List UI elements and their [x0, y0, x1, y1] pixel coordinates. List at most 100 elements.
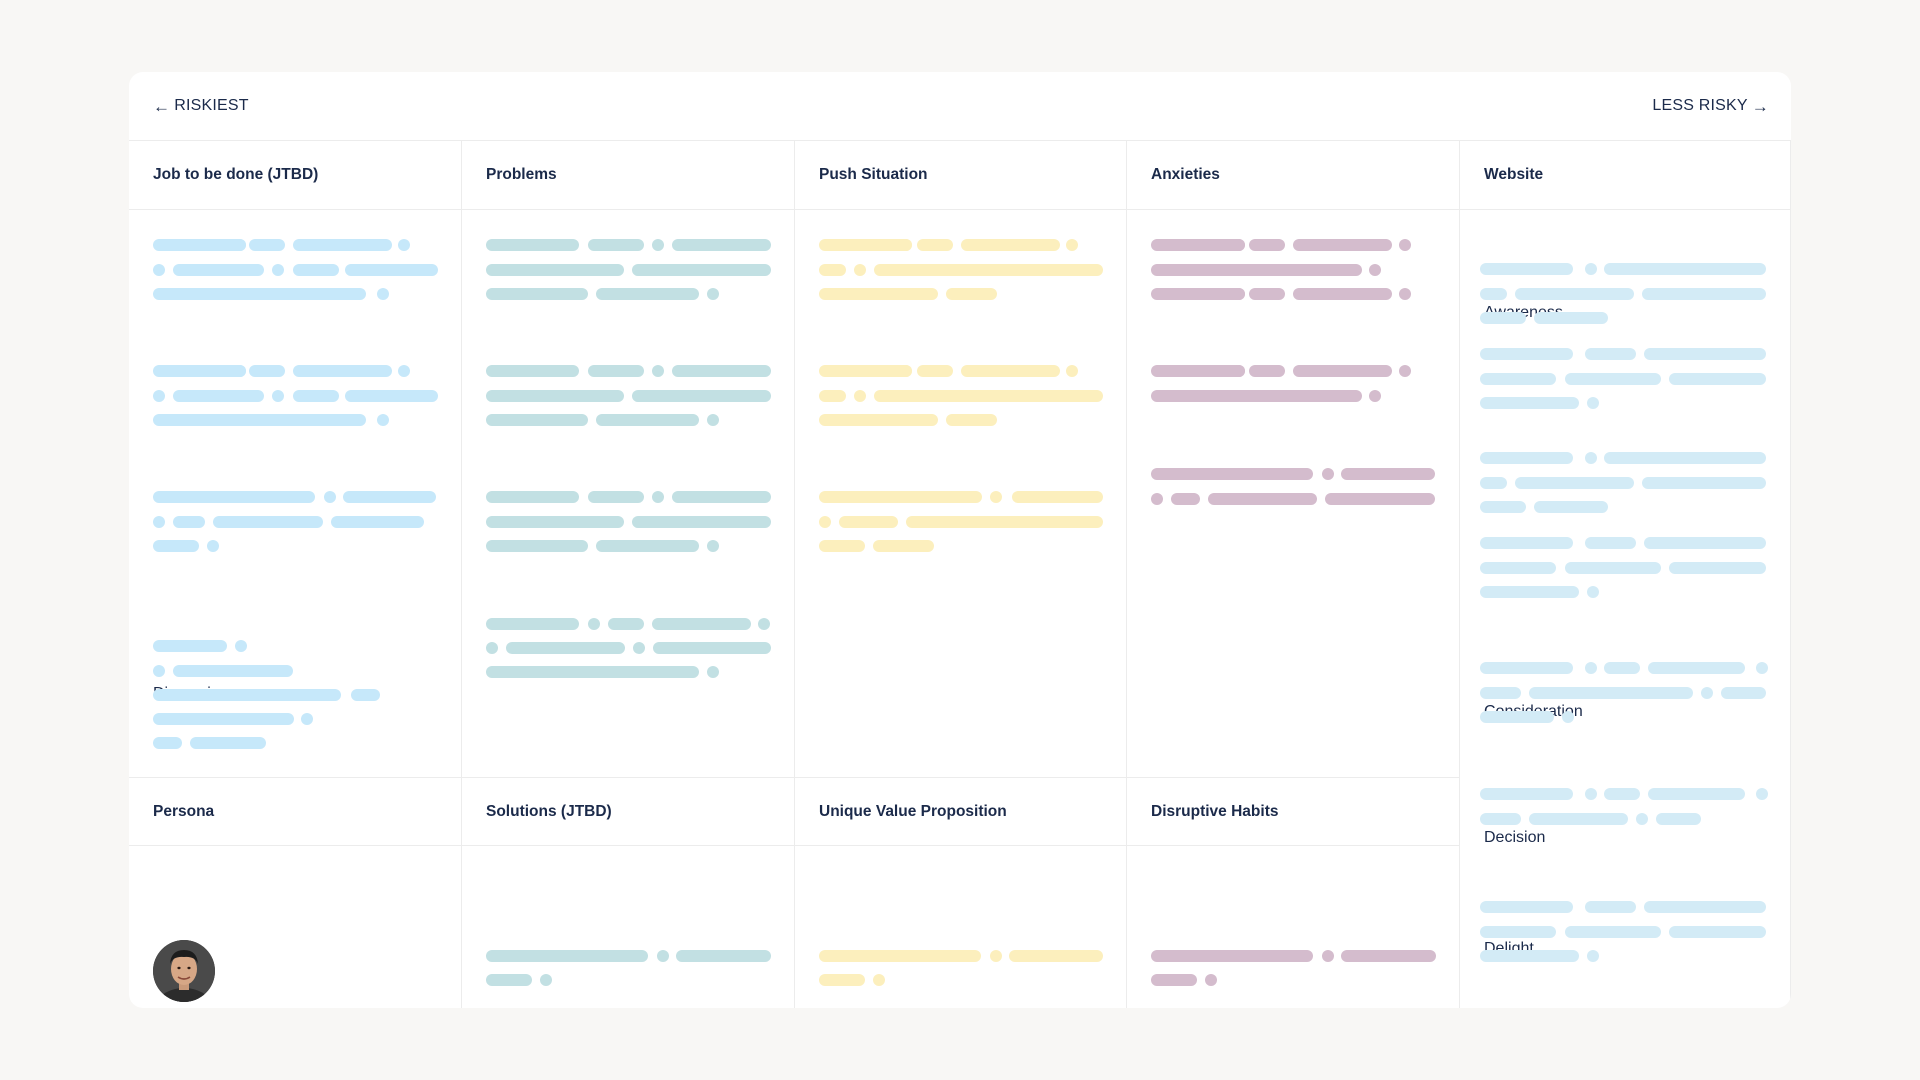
placeholder-line: [1604, 788, 1640, 800]
placeholder-line: [1515, 477, 1634, 489]
placeholder-line: [632, 516, 771, 528]
placeholder-line: [1249, 239, 1285, 251]
placeholder-dot: [1233, 288, 1245, 300]
placeholder-dot: [1587, 586, 1599, 598]
placeholder-dot: [1151, 493, 1163, 505]
website-placeholder-lines: [1460, 141, 1790, 1008]
placeholder-line: [1669, 926, 1766, 938]
placeholder-line: [1644, 537, 1766, 549]
placeholder-line: [486, 365, 579, 377]
problems-placeholder-lines: [462, 141, 794, 1008]
less-risky-link[interactable]: LESS RISKY →: [1652, 97, 1769, 115]
placeholder-line: [1208, 493, 1317, 505]
placeholder-line: [819, 365, 912, 377]
placeholder-line: [961, 365, 1060, 377]
persona-title: Persona: [153, 803, 215, 820]
placeholder-line: [1648, 788, 1745, 800]
placeholder-line: [596, 540, 699, 552]
placeholder-dot: [153, 390, 165, 402]
jtbd-placeholder-lines: [129, 141, 461, 1008]
persona-avatar[interactable]: [153, 940, 215, 1002]
placeholder-line: [173, 516, 205, 528]
placeholder-line: [874, 390, 1103, 402]
placeholder-line: [153, 239, 246, 251]
placeholder-line: [1480, 901, 1573, 913]
placeholder-dot: [819, 516, 831, 528]
placeholder-line: [293, 239, 392, 251]
placeholder-line: [1642, 288, 1766, 300]
riskiest-link[interactable]: ← RISKIEST: [153, 97, 249, 115]
placeholder-line: [1529, 813, 1628, 825]
placeholder-line: [1604, 263, 1766, 275]
placeholder-dot: [1399, 288, 1411, 300]
placeholder-line: [588, 491, 644, 503]
placeholder-line: [873, 540, 934, 552]
uvp-header: Unique Value Proposition: [795, 777, 1126, 846]
placeholder-line: [1480, 288, 1507, 300]
placeholder-dot: [1233, 365, 1245, 377]
placeholder-line: [506, 642, 625, 654]
placeholder-dot: [1233, 239, 1245, 251]
placeholder-line: [1585, 901, 1636, 913]
placeholder-line: [190, 737, 266, 749]
placeholder-dot: [1701, 687, 1713, 699]
placeholder-dot: [1585, 452, 1597, 464]
placeholder-dot: [652, 365, 664, 377]
placeholder-line: [1565, 926, 1661, 938]
placeholder-dot: [900, 239, 912, 251]
placeholder-line: [672, 239, 771, 251]
placeholder-line: [819, 540, 865, 552]
placeholder-line: [819, 239, 912, 251]
placeholder-line: [917, 239, 953, 251]
push-situation-title: Push Situation: [819, 166, 928, 183]
placeholder-line: [1480, 537, 1573, 549]
placeholder-line: [345, 390, 438, 402]
placeholder-line: [819, 414, 938, 426]
placeholder-dot: [873, 974, 885, 986]
placeholder-line: [1151, 950, 1313, 962]
placeholder-line: [632, 390, 771, 402]
placeholder-dot: [153, 264, 165, 276]
placeholder-dot: [707, 288, 719, 300]
placeholder-line: [1565, 373, 1661, 385]
placeholder-line: [249, 365, 285, 377]
placeholder-line: [1480, 452, 1573, 464]
placeholder-line: [1151, 239, 1245, 251]
placeholder-dot: [1066, 239, 1078, 251]
placeholder-line: [1480, 263, 1573, 275]
placeholder-line: [1585, 348, 1636, 360]
placeholder-line: [1341, 468, 1435, 480]
placeholder-line: [1480, 312, 1526, 324]
placeholder-dot: [235, 640, 247, 652]
placeholder-dot: [707, 414, 719, 426]
placeholder-dot: [1322, 950, 1334, 962]
placeholder-line: [345, 264, 438, 276]
placeholder-line: [486, 390, 624, 402]
solutions-header: Solutions (JTBD): [462, 777, 794, 846]
placeholder-line: [1480, 926, 1556, 938]
placeholder-line: [249, 239, 285, 251]
placeholder-line: [1151, 288, 1245, 300]
placeholder-line: [1529, 687, 1693, 699]
placeholder-dot: [1585, 263, 1597, 275]
placeholder-line: [819, 491, 982, 503]
placeholder-line: [819, 264, 846, 276]
placeholder-line: [819, 390, 846, 402]
placeholder-line: [486, 974, 532, 986]
uvp-title: Unique Value Proposition: [819, 803, 1007, 820]
placeholder-line: [486, 239, 579, 251]
placeholder-line: [1642, 477, 1766, 489]
placeholder-line: [819, 288, 938, 300]
placeholder-line: [486, 666, 699, 678]
placeholder-line: [917, 365, 953, 377]
placeholder-line: [1151, 264, 1362, 276]
placeholder-dot: [207, 540, 219, 552]
placeholder-line: [1151, 390, 1362, 402]
placeholder-dot: [900, 365, 912, 377]
placeholder-line: [153, 737, 182, 749]
placeholder-dot: [377, 288, 389, 300]
placeholder-line: [1644, 348, 1766, 360]
placeholder-dot: [1369, 390, 1381, 402]
placeholder-line: [173, 264, 264, 276]
jtbd-header: Job to be done (JTBD): [129, 141, 461, 210]
